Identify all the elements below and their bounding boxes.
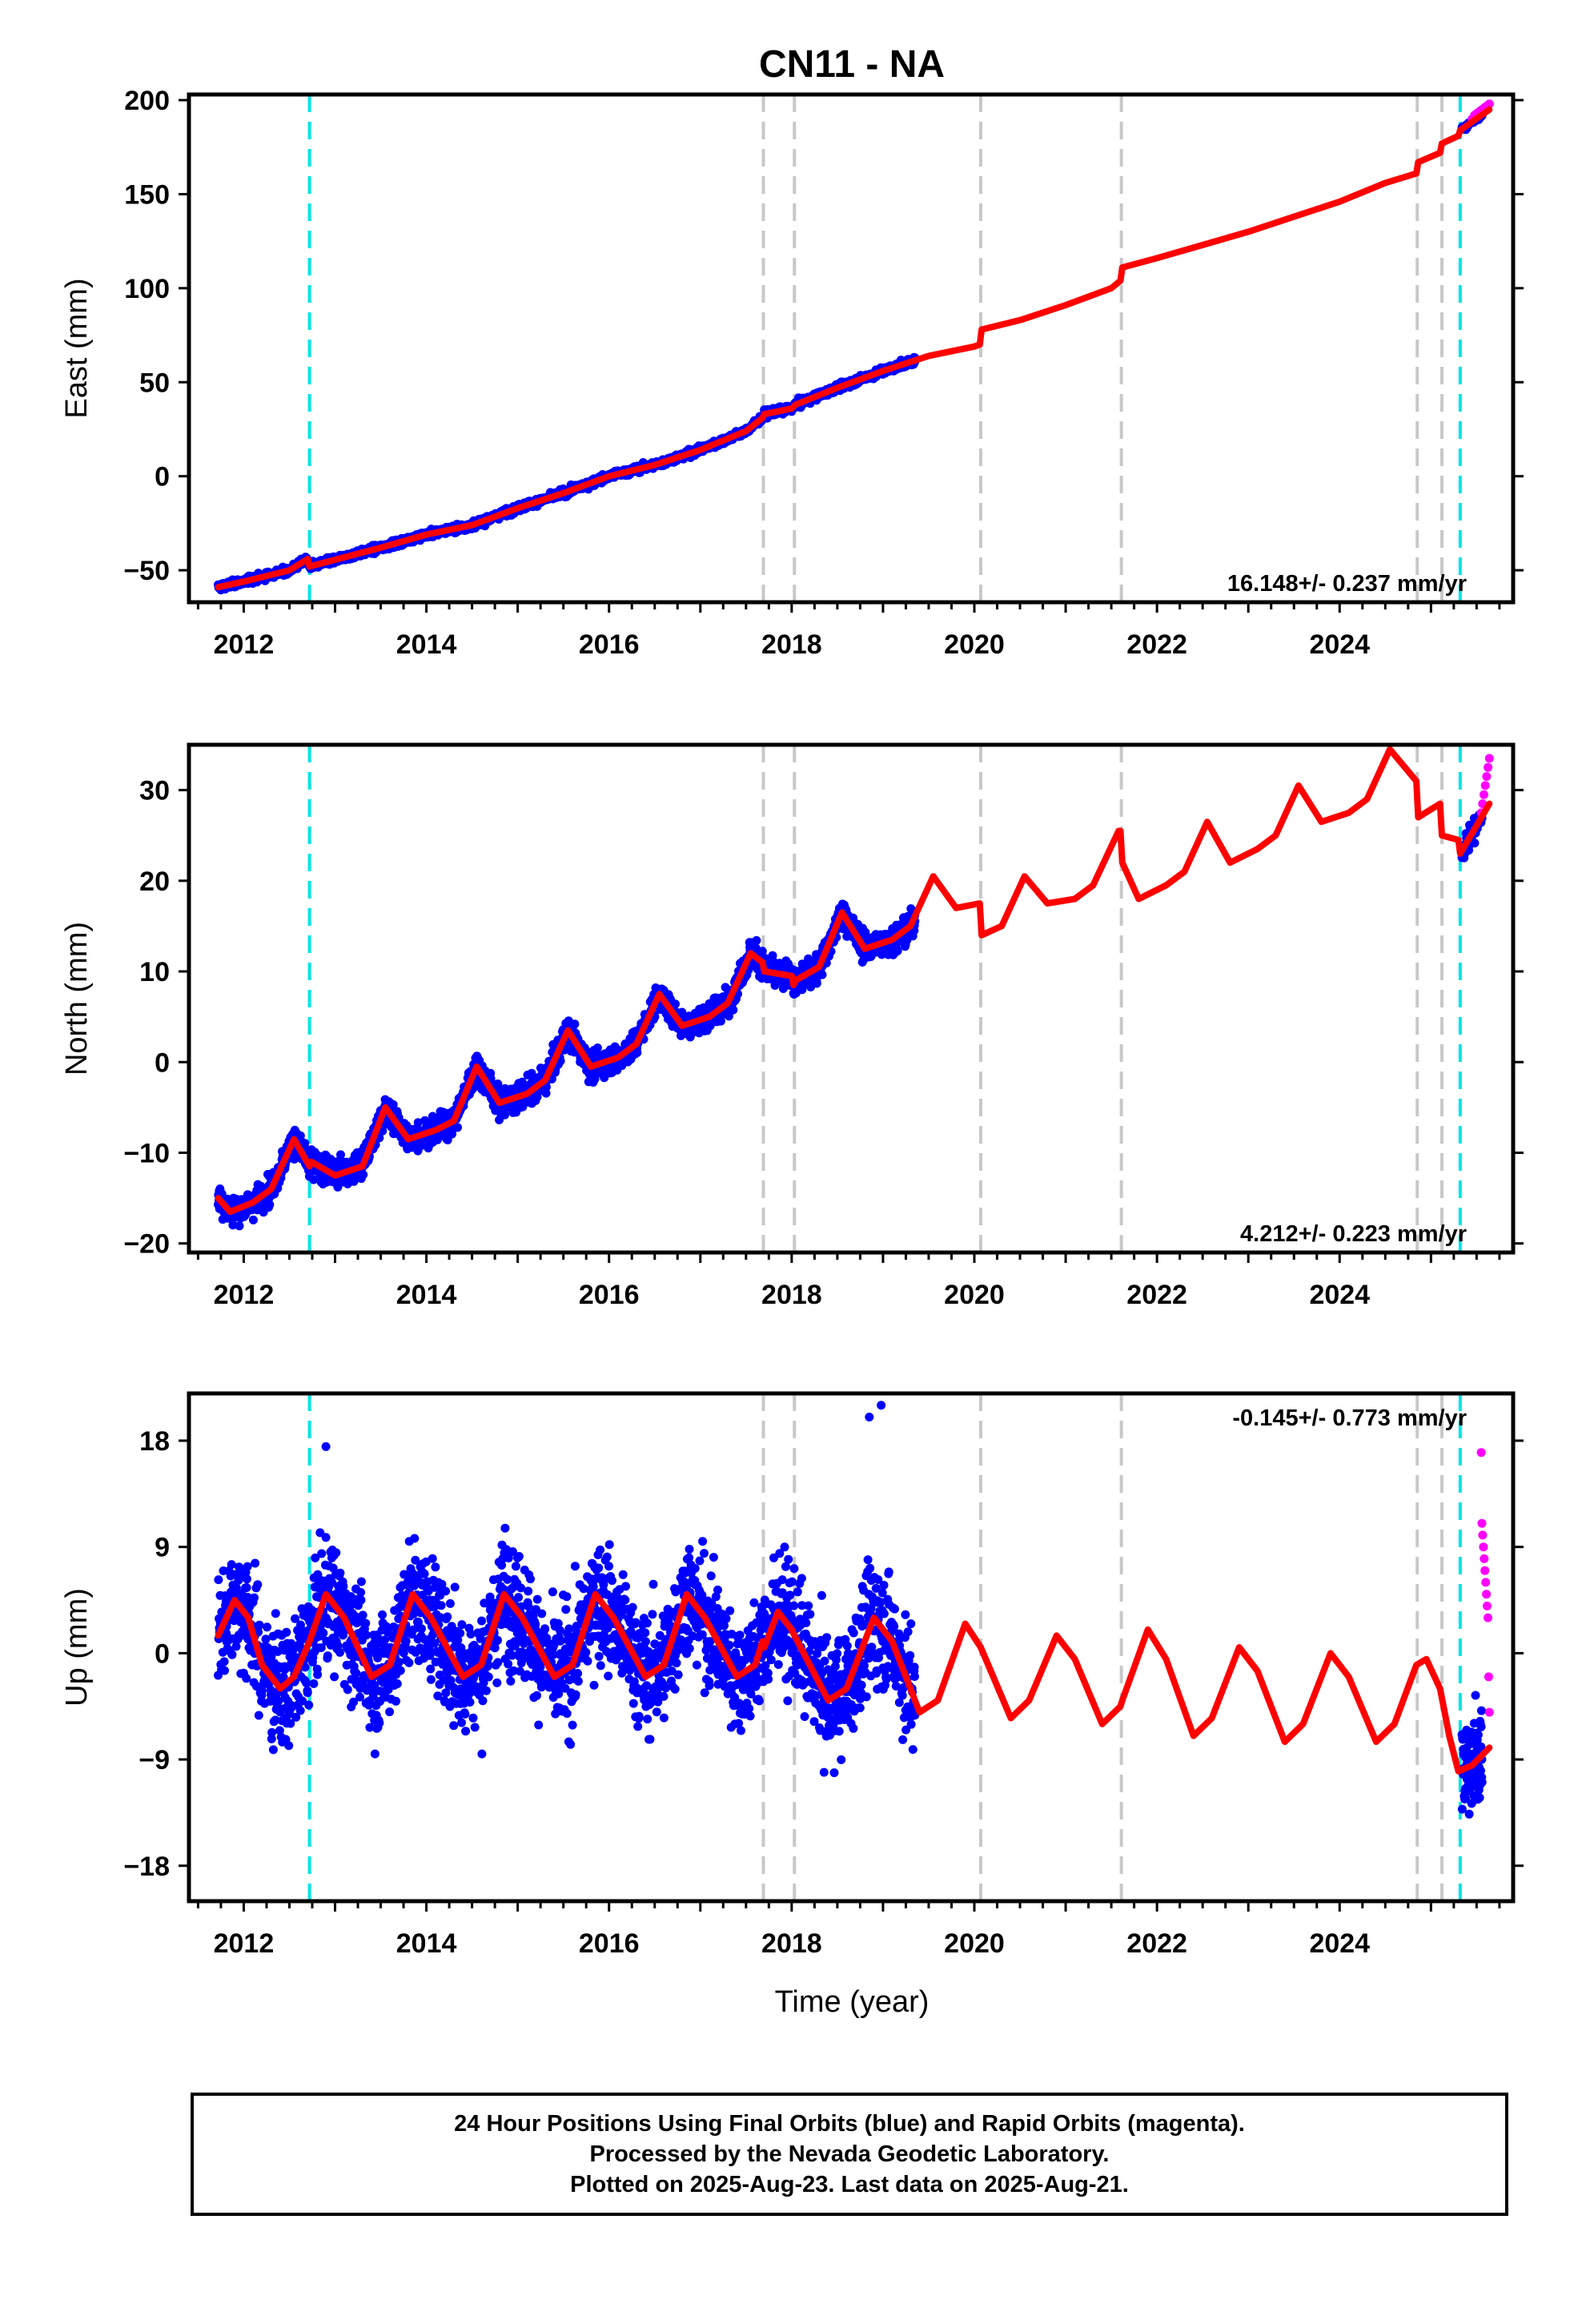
plot-area bbox=[214, 94, 1494, 602]
final-orbit-point bbox=[500, 1110, 509, 1120]
final-orbit-point bbox=[248, 1215, 258, 1224]
final-orbit-point bbox=[388, 1100, 398, 1109]
plot-area bbox=[214, 745, 1494, 1252]
final-orbit-point bbox=[729, 1005, 738, 1015]
x-tick-label: 2020 bbox=[944, 629, 1005, 660]
y-tick-label: 0 bbox=[155, 462, 170, 493]
x-tick-label: 2024 bbox=[1309, 629, 1370, 660]
y-tick-label: −50 bbox=[123, 556, 170, 586]
final-orbit-point bbox=[453, 1123, 462, 1132]
x-tick-label: 2016 bbox=[579, 629, 640, 660]
final-orbit-point bbox=[677, 1007, 687, 1017]
x-tick-label: 2014 bbox=[396, 629, 457, 660]
final-orbit-point bbox=[541, 1088, 551, 1098]
y-tick-label: 150 bbox=[124, 179, 170, 210]
final-orbit-point bbox=[570, 1019, 580, 1029]
y-tick-label: 50 bbox=[139, 368, 170, 398]
final-orbit-point bbox=[671, 999, 680, 1009]
final-orbit-point bbox=[632, 1047, 642, 1057]
final-orbit-point bbox=[359, 1170, 368, 1180]
final-orbit-point bbox=[757, 947, 767, 956]
x-tick-label: 2018 bbox=[761, 629, 822, 660]
plot-frame bbox=[187, 92, 1516, 605]
final-orbit-point bbox=[413, 1118, 423, 1128]
final-orbit-point bbox=[235, 1221, 244, 1231]
final-orbit-point bbox=[336, 1150, 345, 1160]
chart-title: CN11 - NA bbox=[759, 43, 945, 86]
x-tick-label: 2012 bbox=[214, 629, 275, 660]
rapid-orbit-point bbox=[1484, 99, 1494, 109]
x-tick-label: 2022 bbox=[1126, 629, 1187, 660]
y-tick-label: 100 bbox=[124, 274, 170, 304]
y-axis-label: East (mm) bbox=[60, 278, 94, 418]
y-tick-label: 200 bbox=[124, 86, 170, 116]
panels: −50 0 50 100 150 200 2012 2014 2016 2018 2020 2022 2… bbox=[60, 86, 1524, 1959]
final-orbit-point bbox=[228, 1220, 238, 1230]
final-orbit-point bbox=[265, 1200, 275, 1209]
rate-label: 16.148+/- 0.237 mm/yr bbox=[1227, 571, 1467, 597]
final-orbit-point bbox=[752, 935, 761, 945]
model-line bbox=[215, 106, 1493, 591]
panel-east: −50 0 50 100 150 200 2012 2014 2016 2018 2020 2022 2… bbox=[60, 86, 1524, 660]
final-orbit-point bbox=[592, 1043, 602, 1052]
